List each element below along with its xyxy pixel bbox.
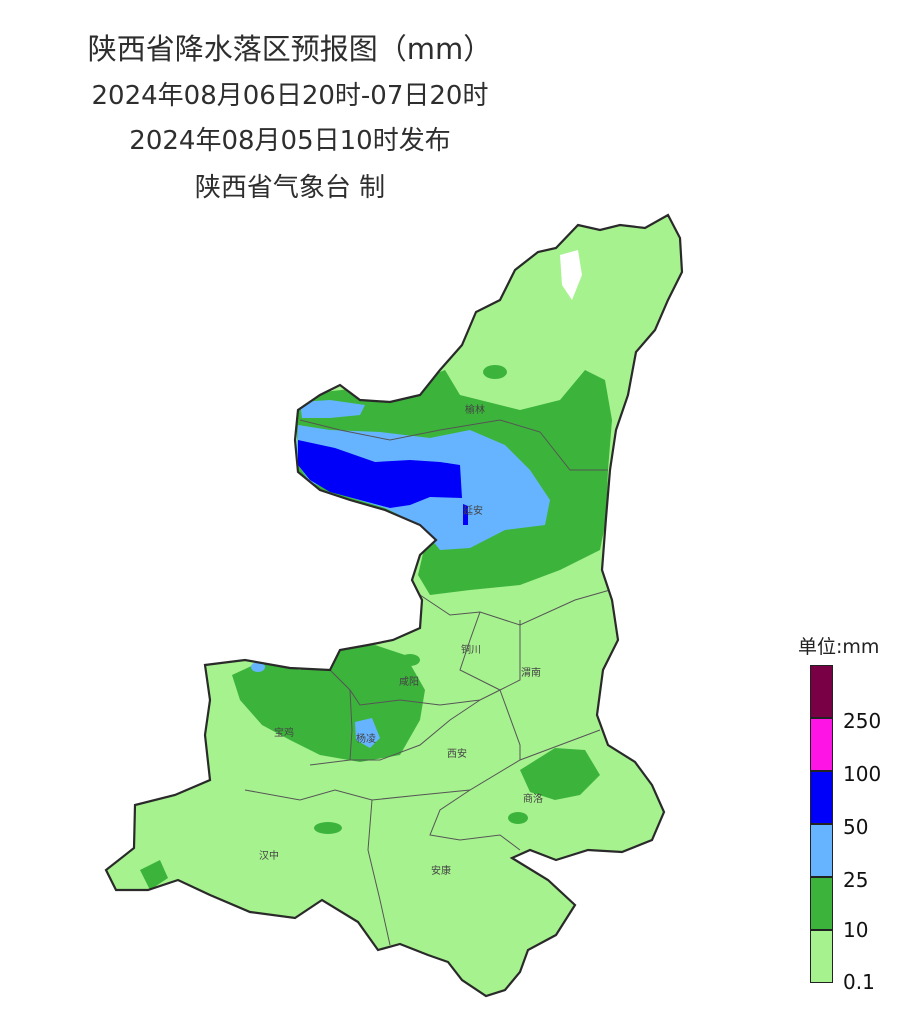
city-label-yangling: 杨凌 <box>356 732 376 745</box>
legend-tick-250: 250 <box>843 709 882 733</box>
legend-swatch-0-10 <box>810 930 833 983</box>
city-boundaries <box>244 419 611 946</box>
legend-tick-10: 10 <box>843 918 869 942</box>
city-label-baoji: 宝鸡 <box>274 726 294 739</box>
city-label-yanan: 延安 <box>463 504 483 517</box>
rain-zone-light <box>106 215 682 996</box>
no-data-gap <box>560 250 582 300</box>
rain-zone-rainstorm <box>298 440 468 525</box>
map-title: 陕西省降水落区预报图（mm） <box>87 32 493 66</box>
city-label-xian: 西安 <box>447 747 467 760</box>
city-label-yulin: 榆林 <box>465 403 485 416</box>
city-label-weinan: 渭南 <box>521 666 541 679</box>
forecast-period: 2024年08月06日20时-07日20时 <box>91 81 489 111</box>
legend-swatch-100-250 <box>810 718 833 771</box>
city-label-ankang: 安康 <box>431 864 451 877</box>
legend-swatch-10-25 <box>810 877 833 930</box>
issue-time: 2024年08月05日10时发布 <box>129 126 451 156</box>
city-label-shangluo: 商洛 <box>523 792 543 805</box>
legend-tick-0-1: 0.1 <box>843 970 875 994</box>
city-label-xianyang: 咸阳 <box>399 676 419 688</box>
city-label-tongchuan: 铜川 <box>461 644 481 656</box>
legend-title: 单位:mm <box>798 636 880 658</box>
city-label-hanzhong: 汉中 <box>259 849 279 862</box>
issuer: 陕西省气象台 制 <box>194 173 386 203</box>
legend-tick-25: 25 <box>843 868 869 892</box>
legend-swatch-25-50 <box>810 824 833 877</box>
legend-swatch-50-100 <box>810 771 833 824</box>
legend-swatch-over-250 <box>810 665 833 718</box>
legend-tick-50: 50 <box>843 815 869 839</box>
legend-tick-100: 100 <box>843 762 882 786</box>
